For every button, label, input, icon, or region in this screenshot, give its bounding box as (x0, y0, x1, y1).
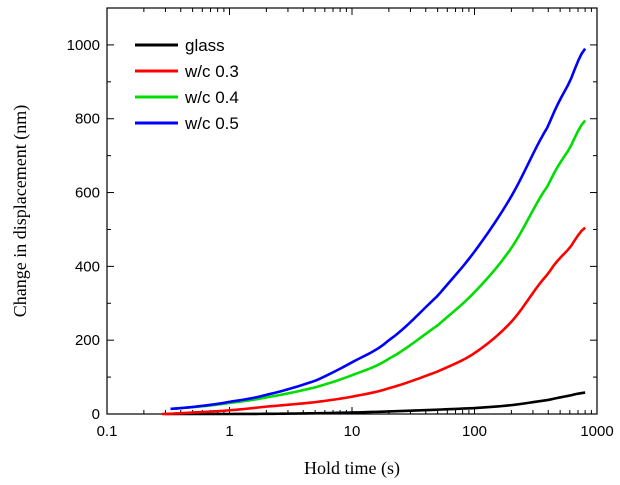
series-layer (161, 47, 587, 416)
series-line (161, 226, 587, 416)
y-axis-ticks: 0 200 400 600 800 1000 (67, 37, 597, 423)
y-tick-label: 600 (75, 185, 100, 202)
x-tick-label: 0.1 (97, 423, 118, 440)
legend-label: glass (185, 36, 225, 55)
legend-label: w/c 0.5 (184, 114, 239, 133)
x-tick-label: 1000 (580, 423, 613, 440)
y-tick-label: 800 (75, 111, 100, 128)
y-tick-label: 0 (92, 406, 100, 423)
plot-frame (106, 7, 598, 415)
y-axis-title: Change in displacement (nm) (10, 105, 31, 317)
legend: glass w/c 0.3 w/c 0.4 w/c 0.5 (135, 36, 239, 133)
series-line (170, 47, 587, 411)
x-tick-label: 1 (225, 423, 233, 440)
x-tick-label: 100 (462, 423, 487, 440)
x-axis-ticks: 0.1 1 10 100 1000 (97, 8, 614, 440)
x-tick-label: 10 (344, 423, 361, 440)
legend-label: w/c 0.3 (184, 62, 239, 81)
y-tick-label: 200 (75, 332, 100, 349)
y-tick-label: 400 (75, 258, 100, 275)
series-line (173, 119, 587, 410)
series-line (165, 391, 586, 416)
y-tick-label: 1000 (67, 37, 100, 54)
x-axis-title: Hold time (s) (304, 458, 400, 479)
legend-label: w/c 0.4 (184, 88, 239, 107)
